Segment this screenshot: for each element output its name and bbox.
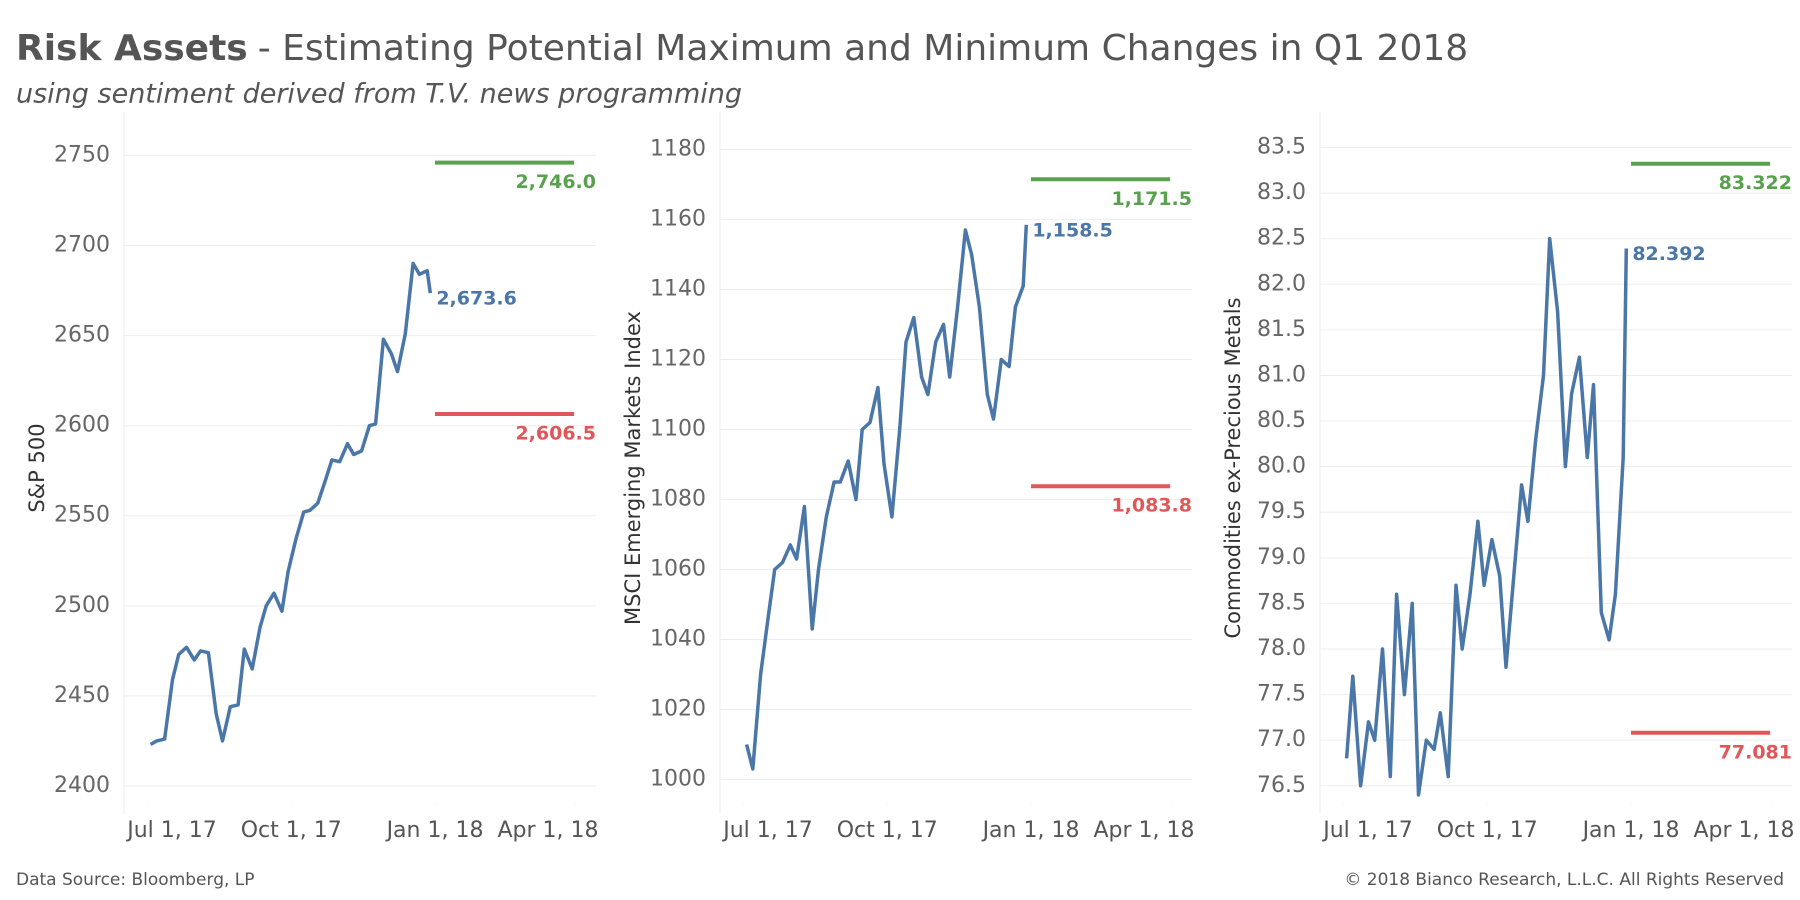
min-label: 2,606.5 bbox=[515, 422, 596, 444]
series-line bbox=[149, 261, 433, 747]
x-tick-label: Jul 1, 17 bbox=[1321, 818, 1413, 843]
y-tick-label: 2700 bbox=[54, 233, 110, 258]
y-tick-label: 78.5 bbox=[1257, 590, 1306, 615]
subtitle: using sentiment derived from T.V. news p… bbox=[16, 79, 742, 110]
y-tick-label: 1040 bbox=[650, 627, 706, 652]
series-line bbox=[744, 224, 1029, 771]
x-tick-label: Apr 1, 18 bbox=[1093, 818, 1194, 843]
y-tick-label: 83.5 bbox=[1257, 135, 1306, 160]
y-tick-label: 82.0 bbox=[1257, 271, 1306, 296]
min-label: 77.081 bbox=[1719, 741, 1792, 763]
y-tick-label: 2650 bbox=[54, 323, 110, 348]
chart-title: Risk Assets - Estimating Potential Maximu… bbox=[16, 28, 1468, 69]
y-tick-label: 83.0 bbox=[1257, 180, 1306, 205]
y-axis-label: MSCI Emerging Markets Index bbox=[621, 311, 645, 625]
y-axis-label: S&P 500 bbox=[25, 423, 49, 512]
y-tick-label: 1160 bbox=[650, 207, 706, 232]
x-tick-label: Oct 1, 17 bbox=[241, 818, 342, 843]
y-tick-label: 76.5 bbox=[1257, 773, 1306, 798]
x-tick-label: Jan 1, 18 bbox=[1581, 818, 1680, 843]
series-line bbox=[1344, 236, 1629, 797]
x-tick-label: Oct 1, 17 bbox=[837, 818, 938, 843]
x-tick-label: Apr 1, 18 bbox=[1693, 818, 1794, 843]
y-tick-label: 1100 bbox=[650, 417, 706, 442]
y-tick-label: 1020 bbox=[650, 697, 706, 722]
y-tick-label: 1140 bbox=[650, 277, 706, 302]
y-tick-label: 78.0 bbox=[1257, 636, 1306, 661]
y-tick-label: 2450 bbox=[54, 683, 110, 708]
y-tick-label: 82.5 bbox=[1257, 226, 1306, 251]
y-tick-label: 79.0 bbox=[1257, 545, 1306, 570]
y-tick-label: 81.5 bbox=[1257, 317, 1306, 342]
x-tick-label: Jul 1, 17 bbox=[721, 818, 813, 843]
min-label: 1,083.8 bbox=[1111, 495, 1192, 517]
end-label: 1,158.5 bbox=[1032, 219, 1113, 241]
max-label: 2,746.0 bbox=[515, 171, 596, 193]
y-tick-label: 2750 bbox=[54, 142, 110, 167]
y-tick-label: 80.5 bbox=[1257, 408, 1306, 433]
x-tick-label: Oct 1, 17 bbox=[1437, 818, 1538, 843]
copyright: © 2018 Bianco Research, L.L.C. All Right… bbox=[1344, 870, 1784, 890]
max-label: 1,171.5 bbox=[1111, 188, 1192, 210]
y-tick-label: 1060 bbox=[650, 557, 706, 582]
x-tick-label: Jan 1, 18 bbox=[981, 818, 1080, 843]
y-tick-label: 1120 bbox=[650, 347, 706, 372]
y-tick-label: 2400 bbox=[54, 773, 110, 798]
title-lead: Risk Assets bbox=[16, 28, 248, 69]
y-tick-label: 1080 bbox=[650, 487, 706, 512]
y-tick-label: 2600 bbox=[54, 413, 110, 438]
title-rest: - Estimating Potential Maximum and Minim… bbox=[258, 28, 1468, 69]
y-tick-label: 2500 bbox=[54, 593, 110, 618]
y-tick-label: 1180 bbox=[650, 137, 706, 162]
end-label: 2,673.6 bbox=[436, 288, 517, 310]
y-axis-label: Commodities ex-Precious Metals bbox=[1221, 297, 1245, 638]
y-tick-label: 77.0 bbox=[1257, 727, 1306, 752]
y-tick-label: 77.5 bbox=[1257, 682, 1306, 707]
y-tick-label: 2550 bbox=[54, 503, 110, 528]
x-tick-label: Jan 1, 18 bbox=[385, 818, 484, 843]
y-tick-label: 81.0 bbox=[1257, 362, 1306, 387]
end-label: 82.392 bbox=[1632, 243, 1705, 265]
y-tick-label: 1000 bbox=[650, 767, 706, 792]
x-tick-label: Apr 1, 18 bbox=[497, 818, 598, 843]
x-tick-label: Jul 1, 17 bbox=[125, 818, 217, 843]
max-label: 83.322 bbox=[1719, 172, 1792, 194]
source: Data Source: Bloomberg, LP bbox=[16, 870, 255, 890]
y-tick-label: 80.0 bbox=[1257, 454, 1306, 479]
y-tick-label: 79.5 bbox=[1257, 499, 1306, 524]
